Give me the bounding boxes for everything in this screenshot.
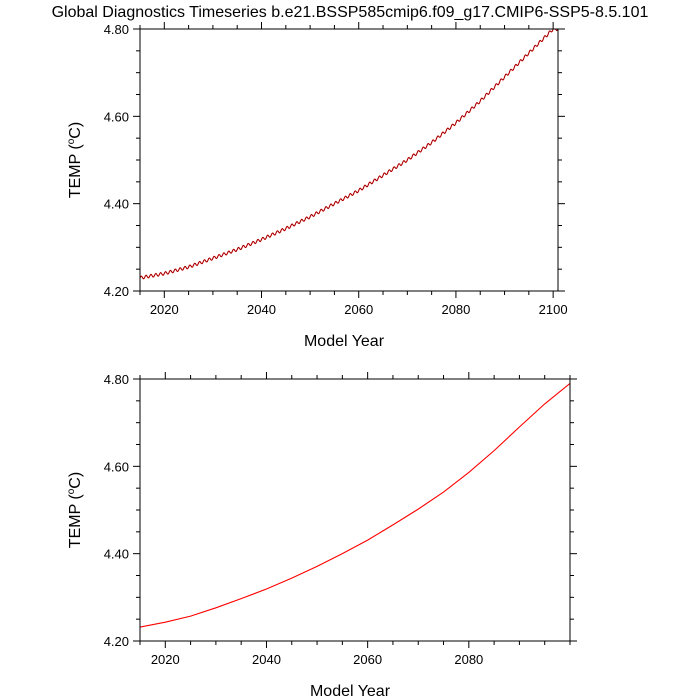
plot-area	[140, 382, 570, 628]
x-tick-label: 2060	[344, 302, 373, 317]
y-axis-label-unit: C)	[67, 472, 84, 489]
x-tick-label: 2040	[252, 652, 281, 667]
y-axis-label: TEMP (oC)	[66, 472, 84, 548]
y-tick-label: 4.40	[104, 547, 129, 562]
series-line-0	[140, 382, 570, 628]
y-tick-label: 4.60	[104, 459, 129, 474]
series-line-1	[140, 29, 558, 280]
y-tick-label: 4.20	[104, 634, 129, 649]
plot-area	[140, 29, 558, 280]
y-tick-label: 4.80	[104, 22, 129, 37]
y-axis-label-name: TEMP (	[67, 144, 84, 199]
y-axis-label-name: TEMP (	[67, 494, 84, 549]
x-tick-label: 2040	[247, 302, 276, 317]
y-tick-label: 4.80	[104, 372, 129, 387]
x-tick-label: 2020	[151, 652, 180, 667]
y-tick-label: 4.60	[104, 109, 129, 124]
series-line-0	[140, 29, 558, 280]
x-axis-label: Model Year	[304, 333, 385, 350]
bottom-panel: 2020 2040 2060 2080 4.20 4.40 4.60 4.80 Model Ye…	[66, 372, 577, 700]
x-tick-label: 2080	[454, 652, 483, 667]
y-axis-label-sup: o	[66, 138, 77, 144]
y-tick-label: 4.40	[104, 197, 129, 212]
top-panel: 2020 2040 2060 2080 2100 4.20 4.40 4.60 4.80 Mode…	[66, 22, 568, 350]
y-axis-label: TEMP (oC)	[66, 122, 84, 198]
x-tick-label: 2080	[441, 302, 470, 317]
y-axis-label-unit: C)	[67, 122, 84, 139]
y-axis-label-sup: o	[66, 488, 77, 494]
x-tick-label: 2100	[539, 302, 568, 317]
x-tick-label: 2020	[150, 302, 179, 317]
plot-frame	[139, 28, 559, 292]
x-tick-label: 2060	[353, 652, 382, 667]
plot-frame	[139, 378, 571, 642]
y-tick-label: 4.20	[104, 284, 129, 299]
chart-title: Global Diagnostics Timeseries b.e21.BSSP…	[52, 4, 649, 21]
x-axis-label: Model Year	[310, 683, 391, 700]
